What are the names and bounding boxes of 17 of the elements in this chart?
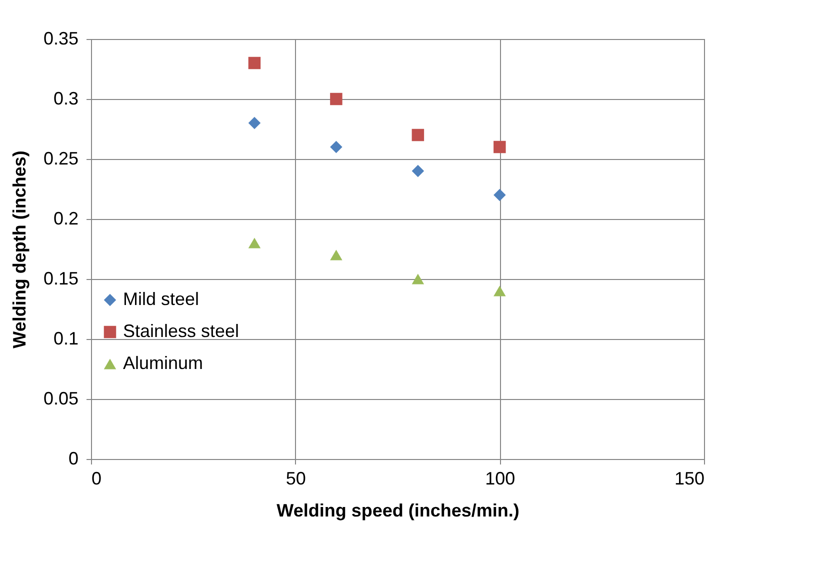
y-tick-label: 0.15 xyxy=(43,268,78,288)
y-tick-label: 0 xyxy=(68,448,78,468)
x-tick-label: 0 xyxy=(92,468,102,488)
x-axis-title: Welding speed (inches/min.) xyxy=(276,500,520,520)
y-tick-label: 0.05 xyxy=(43,388,78,408)
y-tick-label: 0.1 xyxy=(53,328,78,348)
legend-label: Mild steel xyxy=(123,289,200,309)
x-tick-label: 150 xyxy=(674,468,704,488)
legend-label: Aluminum xyxy=(123,353,204,373)
y-tick-label: 0.35 xyxy=(43,28,78,48)
legend-label: Stainless steel xyxy=(123,321,240,341)
y-tick-label: 0.25 xyxy=(43,148,78,168)
y-axis-title: Welding depth (inches) xyxy=(9,150,30,348)
y-tick-label: 0.3 xyxy=(53,88,78,108)
x-tick-label: 50 xyxy=(286,468,306,488)
y-tick-label: 0.2 xyxy=(53,208,78,228)
x-tick-label: 100 xyxy=(485,468,516,488)
